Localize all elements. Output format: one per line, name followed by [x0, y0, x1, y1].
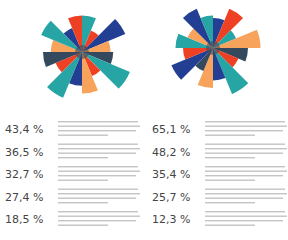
- center-dot: [75, 45, 89, 59]
- percentage: 48,2 %: [152, 146, 190, 159]
- percentage: 36,5 %: [5, 146, 43, 159]
- text-placeholder: [205, 157, 255, 158]
- center-dot: [206, 41, 220, 55]
- percentage: 43,4 %: [5, 123, 43, 136]
- rose-chart: [41, 16, 130, 98]
- percentage: 18,5 %: [5, 213, 43, 226]
- text-placeholder: [205, 153, 283, 154]
- text-placeholder: [58, 166, 138, 167]
- text-placeholder: [205, 193, 287, 194]
- text-placeholder: [205, 216, 287, 217]
- text-placeholder: [205, 180, 255, 181]
- text-placeholder: [58, 171, 140, 172]
- text-placeholder: [58, 135, 108, 136]
- text-placeholder: [58, 144, 138, 145]
- percentage: 35,4 %: [152, 168, 190, 181]
- text-placeholder: [205, 171, 287, 172]
- percentage: 25,7 %: [152, 191, 190, 204]
- text-placeholder: [205, 175, 283, 176]
- text-placeholder: [205, 202, 255, 203]
- text-placeholder: [58, 130, 136, 131]
- wedge: [213, 30, 261, 48]
- percentage: 65,1 %: [152, 123, 190, 136]
- text-placeholder: [205, 166, 285, 167]
- text-placeholder: [58, 153, 136, 154]
- text-placeholder: [58, 211, 138, 212]
- wedge: [183, 9, 213, 48]
- text-placeholder: [205, 220, 283, 221]
- text-placeholder: [205, 198, 283, 199]
- text-placeholder: [58, 202, 108, 203]
- text-placeholder: [205, 130, 283, 131]
- text-placeholder: [205, 126, 287, 127]
- percentage: 27,4 %: [5, 191, 43, 204]
- text-placeholder: [58, 121, 138, 122]
- text-placeholder: [58, 126, 140, 127]
- text-placeholder: [58, 189, 138, 190]
- infographic: 43,4 % 36,5 % 32,7 % 27,4 % 18,5 % 65,1 % 48,2…: [0, 0, 288, 240]
- text-placeholder: [58, 157, 108, 158]
- text-placeholder: [58, 175, 136, 176]
- text-placeholder: [205, 225, 255, 226]
- text-placeholder: [58, 193, 140, 194]
- text-placeholder: [58, 220, 136, 221]
- text-placeholder: [58, 198, 136, 199]
- wedge: [213, 48, 248, 94]
- rose-chart: [171, 9, 260, 94]
- wedge: [171, 48, 213, 80]
- text-placeholder: [205, 211, 285, 212]
- text-placeholder: [58, 225, 108, 226]
- text-placeholder: [58, 148, 140, 149]
- text-placeholder: [205, 148, 287, 149]
- percentage: 32,7 %: [5, 168, 43, 181]
- text-placeholder: [205, 135, 255, 136]
- text-placeholder: [205, 144, 285, 145]
- text-placeholder: [58, 180, 108, 181]
- wedge: [82, 19, 125, 52]
- percentage: 12,3 %: [152, 213, 190, 226]
- text-placeholder: [58, 216, 140, 217]
- text-placeholder: [205, 121, 285, 122]
- text-placeholder: [205, 189, 285, 190]
